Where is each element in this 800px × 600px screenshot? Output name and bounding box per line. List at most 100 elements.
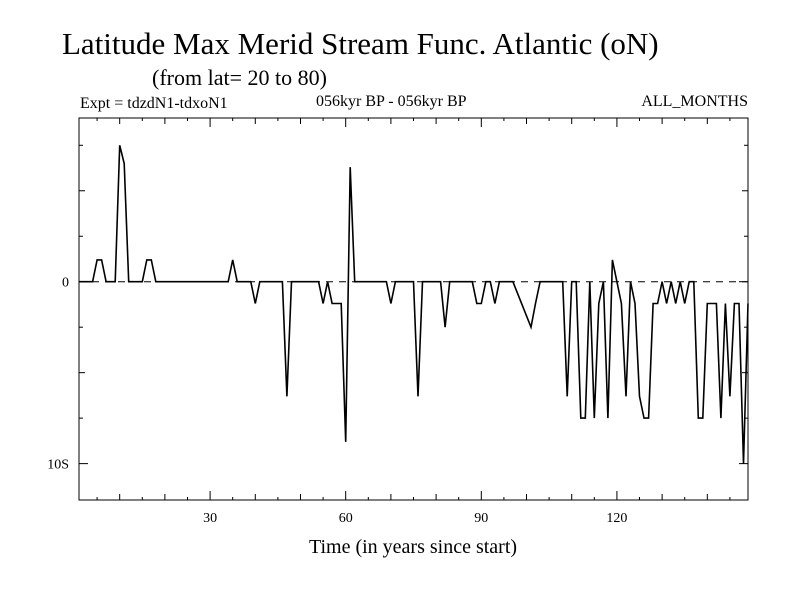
series-point (318, 281, 320, 283)
series-point (594, 417, 596, 419)
series-point (476, 303, 478, 305)
series-point (571, 281, 573, 283)
series-point (607, 417, 609, 419)
series-point (544, 281, 546, 283)
series-point (566, 396, 568, 398)
series-point (661, 281, 663, 283)
series-point (449, 281, 451, 283)
series-point (413, 281, 415, 283)
series-point (603, 281, 605, 283)
series-point (146, 259, 148, 261)
series-point (684, 303, 686, 305)
series-point (625, 396, 627, 398)
series-point (282, 281, 284, 283)
period-label: 056kyr BP - 056kyr BP (316, 93, 467, 110)
series-point (652, 303, 654, 305)
series-point (716, 303, 718, 305)
series-point (711, 303, 713, 305)
series-point (440, 281, 442, 283)
x-axis-ticks: 30 60 90 120 (203, 118, 627, 526)
series-point (679, 281, 681, 283)
series-point (530, 326, 532, 328)
series-point (390, 303, 392, 305)
series-point (295, 281, 297, 283)
series-point (698, 417, 700, 419)
series-point (232, 259, 234, 261)
series-point (693, 281, 695, 283)
series-point (142, 281, 144, 283)
series-point (503, 281, 505, 283)
series-point (345, 441, 347, 443)
series-point (227, 281, 229, 283)
series-point (300, 281, 302, 283)
series-point (114, 281, 116, 283)
minor-ticks (79, 118, 748, 500)
series-point (707, 303, 709, 305)
series-point (286, 396, 288, 398)
series-point (395, 281, 397, 283)
series-point (250, 281, 252, 283)
series-point (562, 281, 564, 283)
series-point (128, 281, 130, 283)
series-point (621, 303, 623, 305)
series-point (747, 303, 749, 305)
series-point (598, 303, 600, 305)
series-point (738, 303, 740, 305)
series-point (589, 281, 591, 283)
y-tick-label: 0 (62, 276, 69, 291)
series-point (729, 396, 731, 398)
series-point (666, 303, 668, 305)
series-point (639, 396, 641, 398)
series-point (151, 259, 153, 261)
series-point (123, 163, 125, 165)
series-point (535, 303, 537, 305)
series-point (734, 303, 736, 305)
series-point (575, 281, 577, 283)
series-point (512, 281, 514, 283)
series-point (643, 417, 645, 419)
series-point (481, 303, 483, 305)
series-point (485, 281, 487, 283)
x-tick-label: 90 (474, 511, 488, 526)
plot-frame (78, 117, 749, 501)
series-line (79, 145, 749, 464)
series-point (236, 281, 238, 283)
series-point (453, 281, 455, 283)
series-point (630, 281, 632, 283)
series-point (743, 463, 745, 465)
series-point (92, 281, 94, 283)
series-point (340, 303, 342, 305)
series-point (508, 281, 510, 283)
series-point (702, 417, 704, 419)
x-tick-label: 30 (203, 511, 217, 526)
series-point (422, 281, 424, 283)
x-tick-label: 120 (606, 511, 627, 526)
series-point (444, 326, 446, 328)
series-point (472, 281, 474, 283)
months-label: ALL_MONTHS (641, 93, 748, 110)
series-point (119, 145, 121, 147)
series-point (331, 303, 333, 305)
series-point (499, 281, 501, 283)
series-point (675, 303, 677, 305)
series-point (688, 281, 690, 283)
series-point (648, 417, 650, 419)
series-point (616, 281, 618, 283)
series-point (349, 166, 351, 168)
series-point (155, 281, 157, 283)
series-point (322, 303, 324, 305)
series-point (101, 259, 103, 261)
series-point (386, 281, 388, 283)
series-point (612, 259, 614, 261)
experiment-label: Expt = tdzdN1-tdxoN1 (80, 95, 228, 112)
y-tick-label: 10S (47, 458, 69, 473)
x-tick-label: 60 (339, 511, 353, 526)
series-point (327, 281, 329, 283)
y-axis-ticks: 0 10S (47, 276, 748, 473)
series-point (291, 281, 293, 283)
series-point (634, 303, 636, 305)
series-point (539, 281, 541, 283)
series-point (657, 303, 659, 305)
series-point (105, 281, 107, 283)
